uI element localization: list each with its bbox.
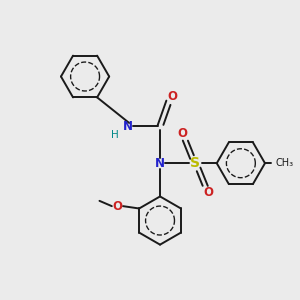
Text: H: H <box>112 130 119 140</box>
Text: N: N <box>123 120 133 133</box>
Text: N: N <box>155 157 165 170</box>
Text: S: S <box>190 156 200 170</box>
Text: CH₃: CH₃ <box>275 158 293 168</box>
Text: O: O <box>203 186 213 199</box>
Text: O: O <box>112 200 122 213</box>
Text: O: O <box>167 90 177 103</box>
Text: O: O <box>178 127 188 140</box>
